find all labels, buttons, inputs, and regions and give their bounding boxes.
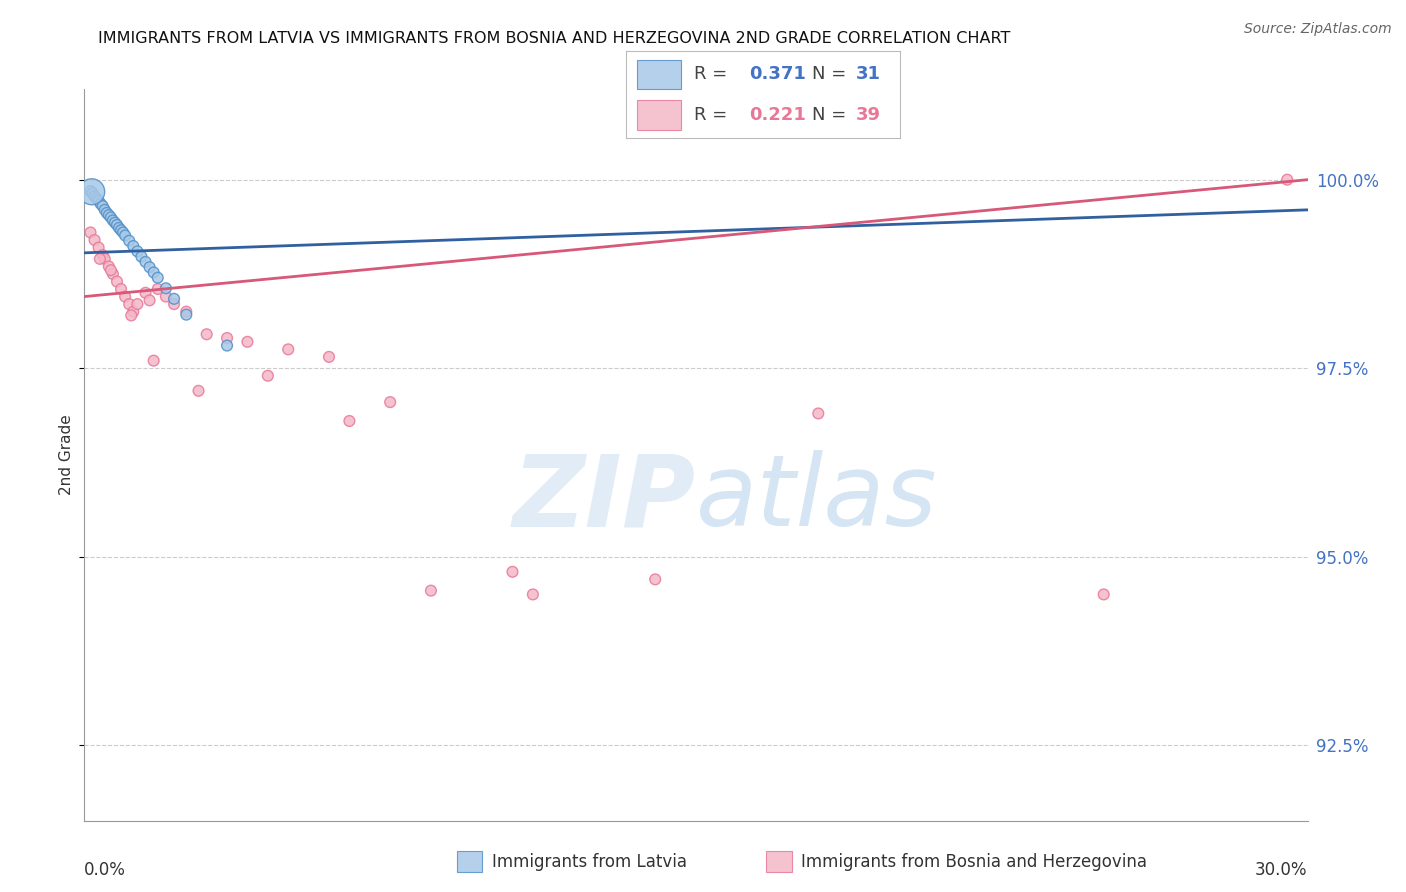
Point [97,260,120,274]
Point [155,281,177,295]
Point [122,304,145,318]
Point [138,293,160,308]
Point [163,297,186,311]
Point [112,226,135,240]
Point [100,211,122,225]
Text: Source: ZipAtlas.com: Source: ZipAtlas.com [1244,22,1392,37]
Point [174,304,197,318]
Point [146,282,169,296]
Point [318,350,340,364]
Text: Immigrants from Bosnia and Herzegovina: Immigrants from Bosnia and Herzegovina [801,853,1147,871]
Point [86,192,108,206]
Point [122,239,145,253]
Point [79,184,101,198]
Point [114,289,136,303]
Point [163,292,186,306]
Point [93,202,115,217]
Point [101,213,124,227]
Point [138,260,160,275]
Point [83,189,105,203]
Point [101,267,124,281]
Point [105,275,128,289]
Point [146,270,169,285]
Text: 0.221: 0.221 [749,105,806,124]
Point [96,206,118,220]
Point [142,265,165,279]
Text: R =: R = [695,105,733,124]
Point [257,368,280,383]
Point [83,233,105,247]
Point [90,196,112,211]
Point [91,248,114,262]
Point [135,255,157,269]
Point [1092,587,1115,601]
Point [100,263,122,277]
Text: IMMIGRANTS FROM LATVIA VS IMMIGRANTS FROM BOSNIA AND HERZEGOVINA 2ND GRADE CORRE: IMMIGRANTS FROM LATVIA VS IMMIGRANTS FRO… [98,31,1011,46]
Point [80,185,103,199]
Point [118,297,141,311]
Point [114,228,136,243]
Point [104,216,127,230]
Point [110,282,132,296]
Text: 0.371: 0.371 [749,65,806,84]
Y-axis label: 2nd Grade: 2nd Grade [59,415,75,495]
Point [135,285,157,300]
Point [380,395,402,409]
Text: N =: N = [813,65,852,84]
Point [93,252,115,266]
Point [118,234,141,248]
Point [174,308,197,322]
Text: 0.0%: 0.0% [84,861,127,879]
Point [187,384,209,398]
Bar [637,100,681,129]
Text: atlas: atlas [696,450,938,548]
Point [644,572,666,586]
Point [105,218,128,232]
Point [120,309,142,323]
Point [522,587,544,601]
Bar [637,60,681,89]
Point [277,343,299,357]
Point [155,289,177,303]
Point [339,414,361,428]
Text: 39: 39 [856,105,882,124]
Point [195,327,218,342]
Point [502,565,524,579]
Point [127,244,149,259]
Point [217,338,239,352]
Point [127,297,149,311]
Point [131,250,153,264]
Point [108,221,131,235]
Point [807,407,830,421]
Point [87,241,110,255]
Point [142,353,165,368]
Point [79,226,101,240]
Text: ZIP: ZIP [513,450,696,548]
Text: 31: 31 [856,65,882,84]
Point [1277,172,1299,186]
Point [97,208,120,222]
Text: N =: N = [813,105,852,124]
Text: Immigrants from Latvia: Immigrants from Latvia [492,853,688,871]
Point [87,194,110,208]
Point [89,252,111,266]
Point [217,331,239,345]
Point [110,223,132,237]
Point [82,186,104,201]
Text: R =: R = [695,65,733,84]
Point [91,199,114,213]
Point [236,334,259,349]
Point [420,583,443,598]
Text: 30.0%: 30.0% [1256,861,1308,879]
